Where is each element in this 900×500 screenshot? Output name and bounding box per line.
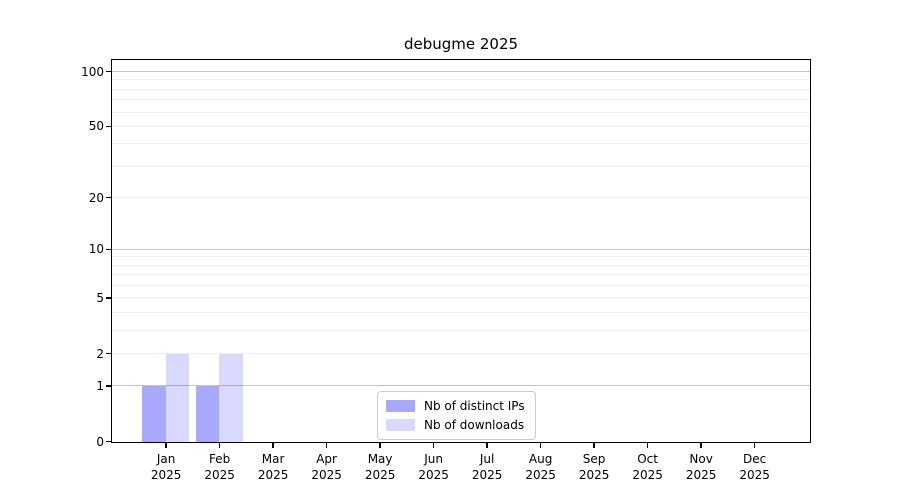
y-tick-label: 2 xyxy=(96,346,104,361)
y-tick-mark xyxy=(105,70,111,73)
minor-gridline xyxy=(112,256,810,258)
y-tick-mark xyxy=(105,297,111,299)
minor-gridline xyxy=(112,312,810,313)
x-tick-label: Apr 2025 xyxy=(311,452,342,482)
legend: Nb of distinct IPs Nb of downloads xyxy=(377,391,536,440)
bar-distinct-ips xyxy=(142,386,166,442)
y-tick-mark xyxy=(105,385,111,387)
minor-gridline xyxy=(112,111,810,113)
x-tick-label: Feb 2025 xyxy=(204,452,235,482)
y-tick-label: 50 xyxy=(88,119,104,134)
x-tick-mark xyxy=(432,443,435,448)
legend-item: Nb of distinct IPs xyxy=(386,399,525,413)
y-tick-label: 5 xyxy=(96,290,104,305)
major-gridline xyxy=(112,71,810,73)
major-gridline xyxy=(112,385,810,387)
minor-gridline xyxy=(112,329,810,331)
chart-title: debugme 2025 xyxy=(403,35,519,53)
y-tick-label: 0 xyxy=(96,434,104,449)
minor-gridline xyxy=(112,143,810,145)
major-gridline xyxy=(112,248,810,250)
minor-gridline xyxy=(112,196,810,198)
x-tick-mark xyxy=(379,443,381,448)
x-tick-mark xyxy=(486,443,488,448)
x-tick-mark xyxy=(539,443,542,448)
x-tick-label: May 2025 xyxy=(364,452,396,482)
x-tick-label: Jan 2025 xyxy=(150,452,182,482)
legend-label: Nb of downloads xyxy=(424,418,525,432)
x-tick-mark xyxy=(646,443,649,448)
bar-downloads xyxy=(219,353,243,442)
x-tick-label: Nov 2025 xyxy=(685,452,717,482)
legend-swatch xyxy=(386,419,415,431)
minor-gridline xyxy=(112,274,810,276)
minor-gridline xyxy=(112,165,810,167)
bar-distinct-ips xyxy=(195,386,219,442)
minor-gridline xyxy=(112,285,810,287)
x-tick-label: Oct 2025 xyxy=(632,452,663,482)
minor-gridline xyxy=(112,88,810,90)
y-tick-label: 20 xyxy=(88,190,104,205)
x-tick-label: Dec 2025 xyxy=(739,452,770,482)
x-tick-mark xyxy=(218,443,221,448)
x-tick-label: Aug 2025 xyxy=(525,452,556,482)
legend-item: Nb of downloads xyxy=(386,418,525,432)
y-tick-mark xyxy=(105,125,111,128)
y-tick-mark xyxy=(105,196,111,199)
y-tick-mark xyxy=(105,248,111,251)
x-tick-mark xyxy=(325,443,328,448)
x-tick-mark xyxy=(165,443,167,448)
y-tick-label: 1 xyxy=(96,379,104,394)
minor-gridline xyxy=(112,352,810,354)
legend-swatch xyxy=(386,400,415,412)
bar-downloads xyxy=(165,353,189,442)
y-tick-label: 10 xyxy=(88,242,104,257)
x-tick-label: Jul 2025 xyxy=(471,452,503,482)
minor-gridline xyxy=(112,79,810,81)
x-tick-mark xyxy=(272,443,274,448)
x-tick-mark xyxy=(753,443,756,448)
minor-gridline xyxy=(112,125,810,127)
y-tick-mark xyxy=(105,440,111,443)
x-tick-label: Sep 2025 xyxy=(578,452,610,482)
minor-gridline xyxy=(112,297,810,299)
x-tick-mark xyxy=(700,443,702,448)
y-tick-label: 100 xyxy=(81,64,104,79)
legend-label: Nb of distinct IPs xyxy=(424,399,525,413)
minor-gridline xyxy=(112,264,810,266)
x-tick-label: Mar 2025 xyxy=(257,452,289,482)
plot-area: Nb of distinct IPs Nb of downloads xyxy=(111,59,811,443)
minor-gridline xyxy=(112,99,810,101)
y-tick-mark xyxy=(105,352,111,355)
x-tick-label: Jun 2025 xyxy=(418,452,449,482)
x-tick-mark xyxy=(593,443,595,448)
